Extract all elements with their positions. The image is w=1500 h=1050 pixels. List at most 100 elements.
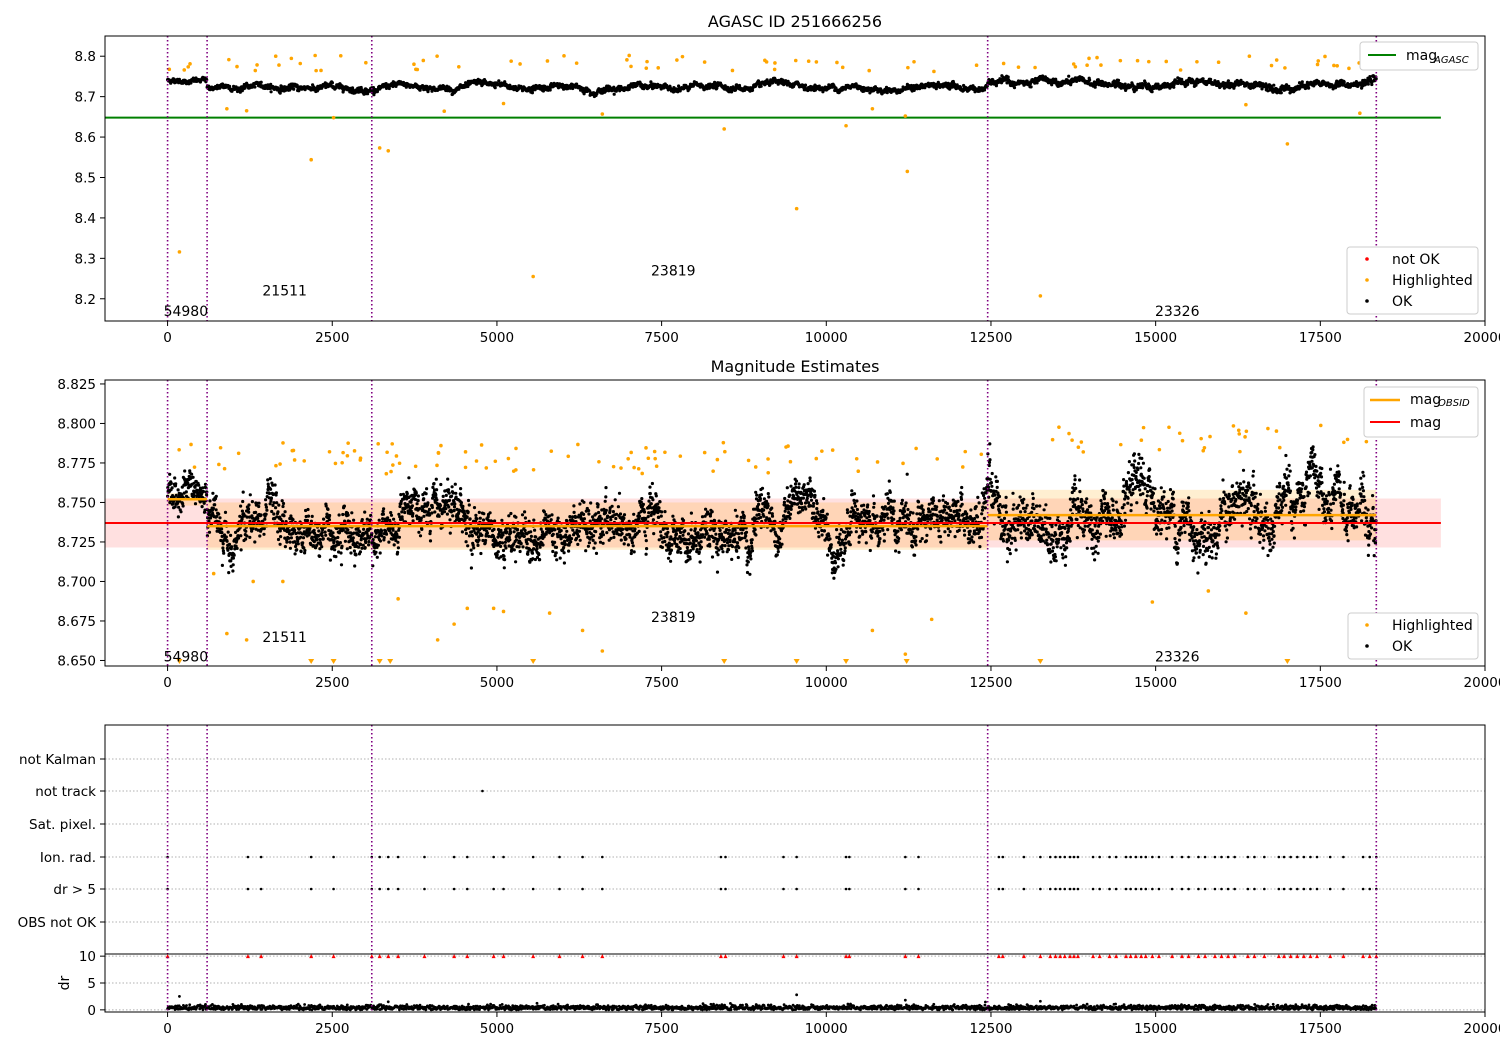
ok-point	[630, 541, 635, 545]
ok-point	[553, 528, 557, 532]
ok-point	[596, 503, 600, 507]
ok-point	[400, 517, 404, 521]
ok-point	[405, 492, 409, 496]
ok-point	[444, 507, 448, 511]
ok-point	[269, 487, 273, 491]
ok-point	[382, 507, 386, 511]
highlighted-point	[870, 106, 875, 111]
ok-point	[349, 551, 353, 555]
highlighted-point	[1099, 63, 1103, 67]
ok-point	[442, 510, 447, 514]
ok-point	[460, 530, 464, 534]
ok-point	[231, 556, 235, 560]
ok-point	[550, 513, 554, 517]
ok-point	[229, 533, 233, 538]
ok-point	[1366, 82, 1370, 86]
highlighted-point	[625, 58, 629, 62]
ok-point	[759, 84, 763, 88]
ok-point	[379, 529, 384, 533]
ok-point	[577, 534, 581, 538]
ok-point	[388, 527, 392, 531]
ok-point	[453, 502, 457, 506]
legend-label-not-ok: not OK	[1392, 252, 1440, 268]
ok-point	[222, 551, 226, 555]
ok-point	[466, 498, 471, 503]
ok-point	[626, 543, 631, 547]
ok-point	[389, 513, 394, 517]
ok-point	[226, 530, 230, 534]
ok-point	[338, 541, 342, 545]
highlighted-point	[1285, 142, 1290, 146]
ok-point	[586, 544, 591, 548]
ok-point	[239, 504, 243, 508]
ok-point	[452, 505, 457, 509]
ok-point	[503, 558, 507, 562]
ok-point	[523, 516, 528, 520]
ok-point	[320, 531, 324, 535]
ok-point	[466, 510, 470, 514]
highlighted-point	[1347, 66, 1351, 71]
ok-point	[577, 529, 582, 533]
ok-point	[333, 548, 337, 552]
ok-point	[312, 528, 316, 533]
ok-point	[403, 510, 407, 515]
ok-point	[392, 543, 396, 547]
ok-point	[514, 515, 518, 519]
highlighted-point	[906, 65, 910, 70]
highlighted-point	[1016, 65, 1021, 69]
highlighted-point	[773, 61, 777, 65]
ok-point	[295, 548, 299, 552]
ok-point	[231, 563, 235, 567]
ok-point	[288, 546, 292, 550]
ok-point	[197, 483, 201, 487]
ok-point	[469, 548, 473, 552]
ok-point	[471, 543, 475, 547]
ok-point	[585, 532, 589, 536]
ok-point	[523, 528, 527, 533]
panel-agasc-axes: 025005000750010000125001500017500200008.…	[75, 49, 1500, 346]
highlighted-point	[1323, 54, 1327, 59]
ok-point	[336, 535, 340, 540]
highlighted-point	[225, 106, 229, 111]
ok-point	[519, 541, 523, 546]
ok-point	[582, 517, 587, 521]
ok-point	[509, 531, 513, 535]
panel-magnitude-estimates: Magnitude Estimates 54980215112381923326…	[57, 357, 1500, 691]
ok-point	[240, 517, 244, 521]
ok-point	[525, 542, 529, 546]
ok-point	[247, 510, 251, 514]
ok-point	[616, 505, 621, 509]
ok-point	[254, 510, 258, 514]
ok-point	[482, 512, 486, 516]
ok-point	[348, 545, 352, 550]
ok-point	[541, 543, 545, 547]
ok-point	[594, 530, 598, 534]
ok-point	[479, 551, 483, 556]
ok-point	[492, 527, 496, 532]
highlighted-point	[298, 61, 303, 66]
ok-point	[612, 535, 616, 540]
ok-point	[477, 510, 481, 514]
ok-point	[169, 481, 173, 485]
ok-point	[514, 538, 519, 542]
ok-point	[1342, 80, 1346, 84]
ok-point	[305, 518, 310, 523]
highlighted-point	[338, 53, 343, 58]
ok-point	[465, 515, 469, 519]
ok-point	[1374, 77, 1378, 81]
highlighted-point	[1135, 58, 1140, 63]
ok-point	[363, 510, 367, 514]
ok-point	[505, 530, 509, 534]
ok-point	[441, 494, 445, 498]
ok-point	[538, 558, 542, 562]
ok-point	[418, 534, 423, 538]
ok-point	[272, 512, 276, 516]
ok-point	[396, 546, 400, 550]
ok-point	[301, 536, 306, 540]
ok-point	[411, 511, 415, 516]
ok-point	[323, 530, 327, 534]
ok-point	[281, 504, 285, 509]
ok-point	[275, 501, 279, 505]
ok-point	[529, 534, 534, 539]
ok-point	[601, 541, 605, 545]
